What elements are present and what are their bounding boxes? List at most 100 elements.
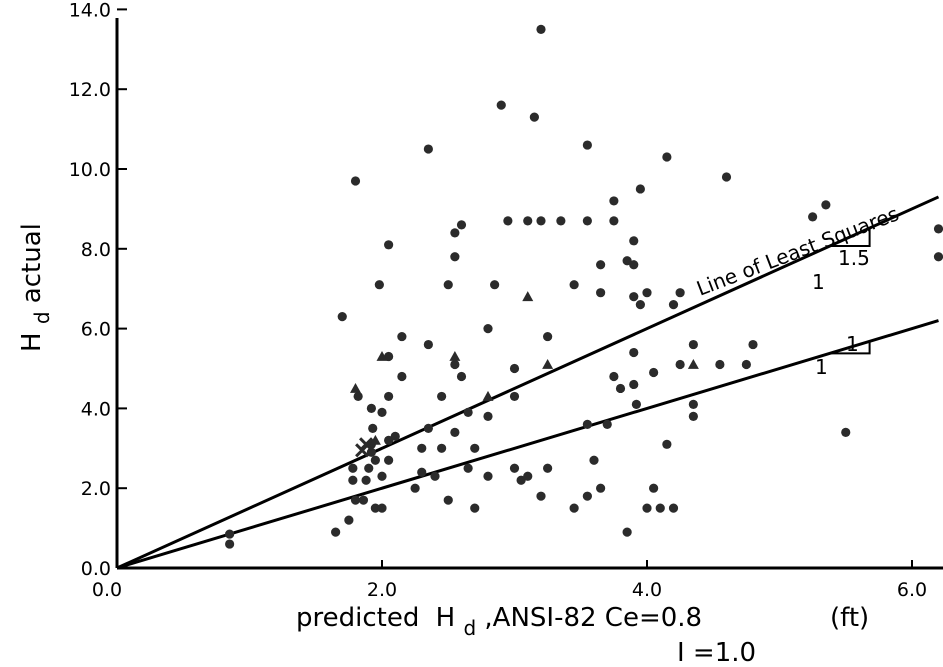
circle-point-103 xyxy=(668,503,679,513)
circle-point-74 xyxy=(582,419,592,429)
circle-point-37 xyxy=(430,471,440,481)
circle-point-82 xyxy=(609,371,619,382)
y-tick-label-6: 12.0 xyxy=(69,79,111,101)
circle-point-63 xyxy=(523,216,533,226)
y-axis-title-sub: d xyxy=(30,311,54,324)
x-axis-title-h: H xyxy=(436,603,456,633)
fit-line-0 xyxy=(116,195,940,570)
circle-point-71 xyxy=(569,503,579,513)
circle-point-113 xyxy=(748,339,758,350)
triangle-point-4 xyxy=(482,390,494,401)
x-axis-title-sub: d xyxy=(463,616,476,640)
circle-point-99 xyxy=(649,367,659,378)
circle-point-34 xyxy=(423,423,433,433)
circle-point-115 xyxy=(821,200,831,210)
x-tick-label-3: 6.0 xyxy=(897,579,927,601)
circle-point-21 xyxy=(374,280,384,290)
circle-point-102 xyxy=(662,152,672,162)
circle-point-92 xyxy=(629,260,639,270)
circle-point-79 xyxy=(596,288,606,298)
circle-point-105 xyxy=(675,359,685,370)
circle-point-51 xyxy=(470,443,480,453)
circle-point-89 xyxy=(629,347,639,358)
circle-point-57 xyxy=(503,216,513,226)
circle-point-90 xyxy=(629,292,639,302)
circle-point-53 xyxy=(483,411,493,421)
y-tick-label-4: 8.0 xyxy=(81,239,111,261)
circle-point-24 xyxy=(384,435,394,445)
slope-annotations: Line of Least Squares 1.5 1 1 1 xyxy=(693,201,902,379)
circle-point-118 xyxy=(933,224,943,234)
circle-point-100 xyxy=(655,503,665,513)
circle-point-6 xyxy=(348,475,358,485)
x-axis-title: predicted H d ,ANSI-82 Ce=0.8 xyxy=(296,603,702,642)
circle-point-101 xyxy=(662,439,672,449)
slope-triangle-1 xyxy=(829,341,871,355)
ticks: 0.0 2.0 4.0 6.0 8.0 10.0 12.0 14.0 0.0 2.0 4.0 6.0 xyxy=(69,0,927,601)
circle-point-22 xyxy=(377,407,387,417)
circle-point-66 xyxy=(536,216,546,226)
x-tick-label-0: 0.0 xyxy=(92,579,122,601)
circle-point-54 xyxy=(483,324,493,334)
circle-point-27 xyxy=(384,240,394,250)
cross-point-1 xyxy=(359,437,374,452)
circle-point-112 xyxy=(741,359,751,370)
circle-point-62 xyxy=(523,471,533,481)
circle-point-61 xyxy=(516,475,526,485)
circle-point-70 xyxy=(556,216,566,226)
circle-point-91 xyxy=(629,236,639,246)
circle-point-68 xyxy=(543,463,553,473)
circle-point-29 xyxy=(397,371,407,382)
circle-point-43 xyxy=(450,359,460,370)
circle-point-0 xyxy=(225,529,235,539)
circle-point-23 xyxy=(384,455,394,465)
circle-point-72 xyxy=(569,280,579,290)
circle-point-69 xyxy=(543,331,553,342)
circle-point-20 xyxy=(377,471,387,481)
circle-point-85 xyxy=(615,383,626,394)
y-axis-title-h: H xyxy=(17,332,47,352)
slope-rise-label-1: 1.5 xyxy=(838,246,870,270)
triangle-point-7 xyxy=(687,359,699,369)
circle-point-67 xyxy=(536,24,546,34)
x-tick-label-1: 2.0 xyxy=(367,579,397,601)
circle-point-19 xyxy=(377,503,387,513)
least-squares-label: Line of Least Squares xyxy=(693,201,902,300)
circle-point-48 xyxy=(463,407,473,417)
y-tick-label-2: 4.0 xyxy=(81,398,111,420)
y-axis-title-rest: actual xyxy=(17,223,47,303)
y-tick-label-5: 10.0 xyxy=(69,159,111,181)
circle-point-30 xyxy=(397,331,407,342)
circle-point-55 xyxy=(490,280,500,290)
circle-point-93 xyxy=(631,399,642,410)
circle-point-45 xyxy=(450,228,460,238)
circle-point-46 xyxy=(456,371,467,382)
circle-point-47 xyxy=(463,463,473,473)
circle-point-117 xyxy=(933,252,943,262)
x-axis-units: (ft) xyxy=(830,603,869,633)
circle-point-2 xyxy=(331,527,341,537)
circle-point-109 xyxy=(688,339,698,350)
circle-point-65 xyxy=(536,491,546,501)
y-tick-label-7: 14.0 xyxy=(69,0,111,21)
fit-line-1 xyxy=(116,319,939,570)
circle-point-97 xyxy=(642,288,652,298)
circle-point-36 xyxy=(423,144,433,154)
circle-point-15 xyxy=(368,423,378,433)
circle-point-59 xyxy=(509,391,520,402)
x-axis-title-main: predicted xyxy=(296,603,419,633)
circle-point-108 xyxy=(688,399,698,410)
x-axis-title-rest: ,ANSI-82 Ce=0.8 xyxy=(484,603,702,633)
circle-point-52 xyxy=(483,471,493,481)
circle-point-13 xyxy=(366,447,376,457)
circle-point-11 xyxy=(361,475,371,485)
circle-point-35 xyxy=(423,339,433,350)
circle-point-104 xyxy=(668,300,679,310)
circle-point-60 xyxy=(509,363,520,374)
triangle-point-0 xyxy=(350,382,361,393)
slope-run-label-2: 1 xyxy=(815,355,828,379)
circle-point-18 xyxy=(370,503,380,513)
circle-point-1 xyxy=(225,539,235,549)
circle-point-32 xyxy=(417,467,427,477)
slope-triangle-0 xyxy=(829,228,871,248)
